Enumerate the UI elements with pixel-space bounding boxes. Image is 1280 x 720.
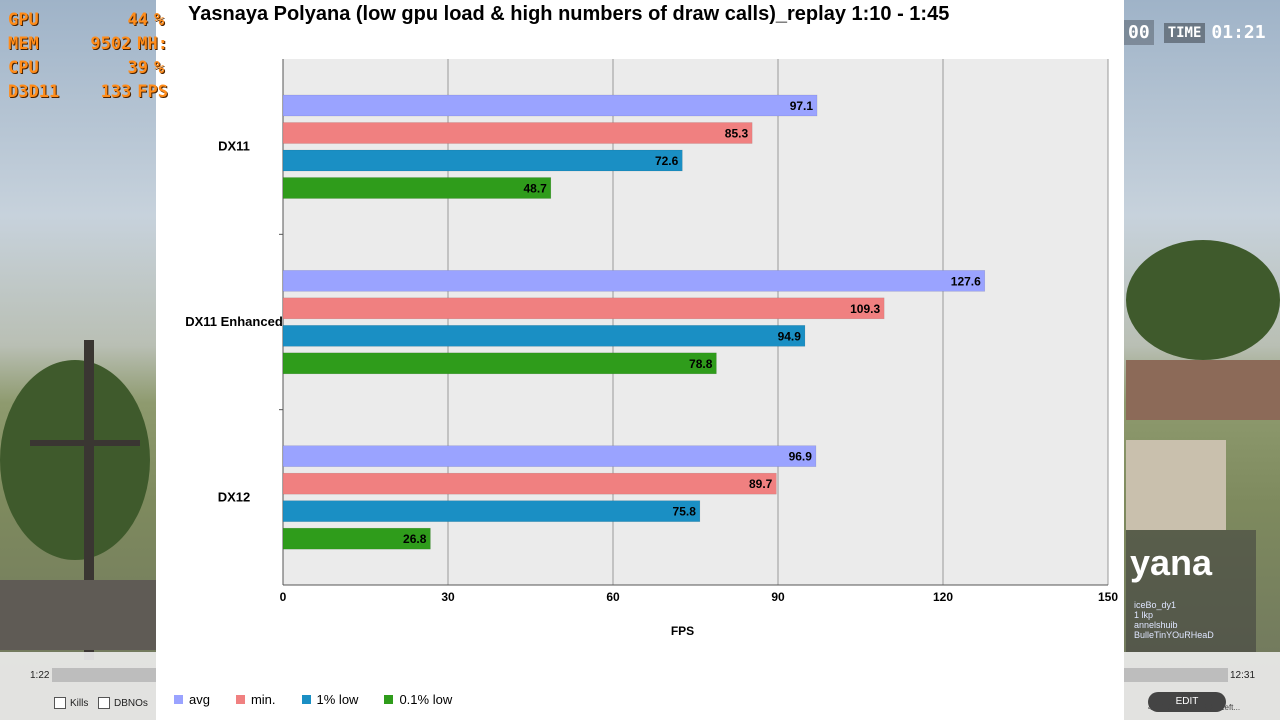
osd-value: 133	[100, 82, 132, 102]
category-label: DX11	[218, 139, 250, 154]
osd-row-fps: D3D11 133 FPS	[8, 80, 168, 104]
osd-row-gpu: GPU 44 %	[8, 8, 168, 32]
osd-unit: %	[154, 10, 165, 30]
hud-counter: 00	[1124, 20, 1154, 45]
x-tick-label: 60	[606, 590, 620, 604]
building-right	[1126, 440, 1226, 530]
map-player-line: annelshuib	[1134, 620, 1178, 630]
bar	[282, 122, 753, 144]
bar-value-label: 109.3	[850, 302, 880, 316]
replay-time-right: 12:31	[1230, 670, 1256, 681]
legend-label: avg	[189, 692, 210, 707]
game-hud-top-right: 00 TIME 01:21	[1124, 20, 1266, 45]
category-label: DX12	[218, 489, 251, 504]
checkbox-box[interactable]	[98, 697, 110, 709]
legend-label: 0.1% low	[399, 692, 453, 707]
osd-value: 9502	[90, 34, 132, 54]
kills-checkbox[interactable]: Kills	[54, 697, 88, 709]
bar-value-label: 85.3	[725, 127, 749, 141]
build-info: 4.1.1.31 - 8265BD - Left...	[1148, 703, 1241, 712]
dbnos-checkbox[interactable]: DBNOs	[98, 697, 148, 709]
osd-unit: FPS	[137, 82, 168, 102]
bar-value-label: 97.1	[790, 99, 814, 113]
x-tick-label: 30	[441, 590, 455, 604]
legend-item: 0.1% low	[384, 692, 452, 707]
tree-left	[0, 360, 150, 560]
replay-time-left: 1:22	[30, 670, 50, 681]
osd-key: CPU	[8, 58, 39, 78]
category-label: DX11 Enhanced	[185, 314, 283, 329]
map-player-line: iceBo_dy1	[1134, 600, 1177, 610]
bar	[282, 149, 683, 172]
legend-label: 1% low	[316, 692, 359, 707]
osd-key: MEM	[8, 34, 39, 54]
x-axis-label: FPS	[671, 624, 694, 638]
legend-item: min.	[235, 692, 276, 707]
bar-value-label: 78.8	[689, 357, 713, 371]
hud-time-value: 01:21	[1211, 22, 1266, 43]
bar-chart: 0 30 60 90 120 150 FPS DX11 97.1 85.3 72.6 48.7 DX11…	[185, 59, 1118, 638]
bar-value-label: 96.9	[789, 450, 813, 464]
chart-panel: Yasnaya Polyana (low gpu load & high num…	[156, 0, 1124, 720]
osd-unit: MH:	[137, 34, 168, 54]
legend-item: avg	[174, 692, 210, 707]
osd-row-cpu: CPU 39 %	[8, 56, 168, 80]
osd-row-mem: MEM 9502 MH:	[8, 32, 168, 56]
bar-value-label: 127.6	[951, 274, 981, 288]
utility-pole-arm	[30, 440, 140, 446]
bar	[282, 94, 818, 117]
tree-right	[1126, 240, 1280, 360]
bar-value-label: 26.8	[403, 532, 427, 546]
checkbox-label: DBNOs	[114, 697, 148, 709]
replay-timeline-right[interactable]	[1124, 668, 1228, 682]
bar-value-label: 94.9	[778, 329, 802, 343]
checkbox-label: Kills	[70, 697, 89, 709]
x-tick-label: 120	[933, 590, 953, 604]
map-player-line: BulleTinYOuRHeaD	[1134, 630, 1214, 640]
bar	[282, 177, 552, 199]
x-tick-label: 0	[280, 590, 287, 604]
bar	[282, 325, 806, 347]
bar	[282, 527, 431, 550]
plot-area	[283, 59, 1108, 585]
osd-key: GPU	[8, 10, 39, 30]
performance-overlay: GPU 44 % MEM 9502 MH: CPU 39 % D3D11 133…	[8, 8, 168, 104]
legend-swatch	[235, 695, 245, 704]
legend-label: min.	[250, 692, 276, 707]
edit-button[interactable]: EDIT	[1148, 692, 1226, 712]
map-title: yana	[1130, 542, 1213, 583]
bar-value-label: 72.6	[655, 154, 679, 168]
bar	[282, 500, 701, 522]
x-tick-label: 150	[1098, 590, 1118, 604]
utility-pole	[84, 340, 94, 660]
bar	[282, 297, 885, 320]
bar-value-label: 89.7	[749, 477, 773, 491]
bar	[282, 445, 817, 467]
replay-timeline-left[interactable]	[52, 668, 156, 682]
chart-legend: avg min. 1% low 0.1% low	[174, 692, 478, 707]
osd-value: 44	[127, 10, 148, 30]
building-roof-right	[1126, 360, 1280, 420]
hud-time: TIME 01:21	[1163, 20, 1266, 45]
osd-unit: %	[154, 58, 165, 78]
legend-item: 1% low	[301, 692, 359, 707]
legend-swatch	[384, 695, 394, 704]
bar	[282, 472, 777, 495]
bar	[282, 352, 717, 375]
map-player-line: 1 lkp	[1134, 610, 1154, 620]
bar-value-label: 48.7	[523, 182, 547, 196]
bar	[282, 270, 986, 292]
map-panel: yana iceBo_dy1 1 lkp annelshuib BulleTin…	[1126, 530, 1256, 652]
osd-value: 39	[127, 58, 148, 78]
legend-swatch	[301, 695, 311, 704]
osd-key: D3D11	[8, 82, 60, 102]
legend-swatch	[174, 695, 183, 704]
rooftop	[0, 580, 156, 650]
checkbox-box[interactable]	[54, 697, 66, 709]
chart-title: Yasnaya Polyana (low gpu load & high num…	[188, 3, 950, 25]
x-tick-label: 90	[771, 590, 785, 604]
bar-value-label: 75.8	[673, 505, 697, 519]
hud-time-label: TIME	[1163, 22, 1206, 43]
